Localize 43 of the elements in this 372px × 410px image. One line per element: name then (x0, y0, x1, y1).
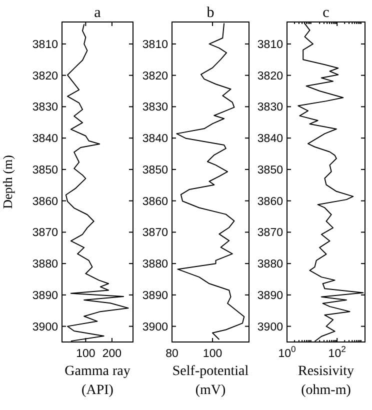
y-tick-label: 3860 (142, 196, 168, 208)
x-tick-label: 100 (202, 348, 222, 360)
x-tick-label: 10$^{0}$ (278, 344, 296, 360)
chart-title: a (94, 5, 102, 21)
y-tick-label: 3870 (257, 227, 283, 240)
y-tick-label: 3880 (257, 258, 283, 271)
y-tick-label: 3810 (257, 38, 283, 51)
y-tick-label: 3830 (142, 102, 168, 114)
x-axis-title: Self-potential (mV) (172, 364, 249, 398)
y-tick-label: 3870 (32, 227, 58, 240)
y-tick-label: 3890 (142, 290, 168, 302)
y-tick-label: 3880 (142, 258, 168, 271)
y-tick-label: 3900 (32, 321, 58, 334)
y-tick-label: 3820 (257, 70, 283, 82)
y-tick-label: 3890 (32, 290, 58, 302)
y-tick-label: 3840 (32, 133, 58, 146)
y-tick-label: 3860 (257, 196, 283, 208)
y-tick-label: 3810 (142, 38, 168, 51)
y-tick-label: 3810 (32, 38, 58, 51)
y-tick-label: 3840 (257, 133, 283, 146)
y-tick-label: 3850 (32, 164, 58, 176)
x-axis-title: Resisivity (ohm-m) (298, 364, 354, 398)
x-tick-label: 80 (166, 348, 178, 360)
y-tick-label: 3820 (32, 70, 58, 82)
y-tick-label: 3860 (32, 196, 58, 208)
chart-title: c (322, 5, 330, 21)
y-tick-label: 3850 (257, 164, 283, 176)
x-tick-label: 100 (76, 348, 96, 360)
y-axis-title: Depth (m) (0, 155, 15, 209)
y-tick-label: 3900 (257, 321, 283, 334)
x-axis-title: Gamma ray (API) (64, 364, 130, 398)
y-tick-label: 3850 (142, 164, 168, 176)
y-tick-label: 3820 (142, 70, 168, 82)
chart-title: b (206, 5, 214, 21)
y-tick-label: 3890 (257, 290, 283, 302)
y-tick-label: 3840 (142, 133, 168, 146)
y-tick-label: 3830 (32, 102, 58, 114)
y-tick-label: 3870 (142, 227, 168, 240)
y-tick-label: 3880 (32, 258, 58, 271)
x-tick-label: 200 (102, 348, 122, 360)
y-tick-label: 3900 (142, 321, 168, 334)
y-tick-label: 3830 (257, 102, 283, 114)
x-tick-label: 10$^{2}$ (328, 344, 346, 360)
